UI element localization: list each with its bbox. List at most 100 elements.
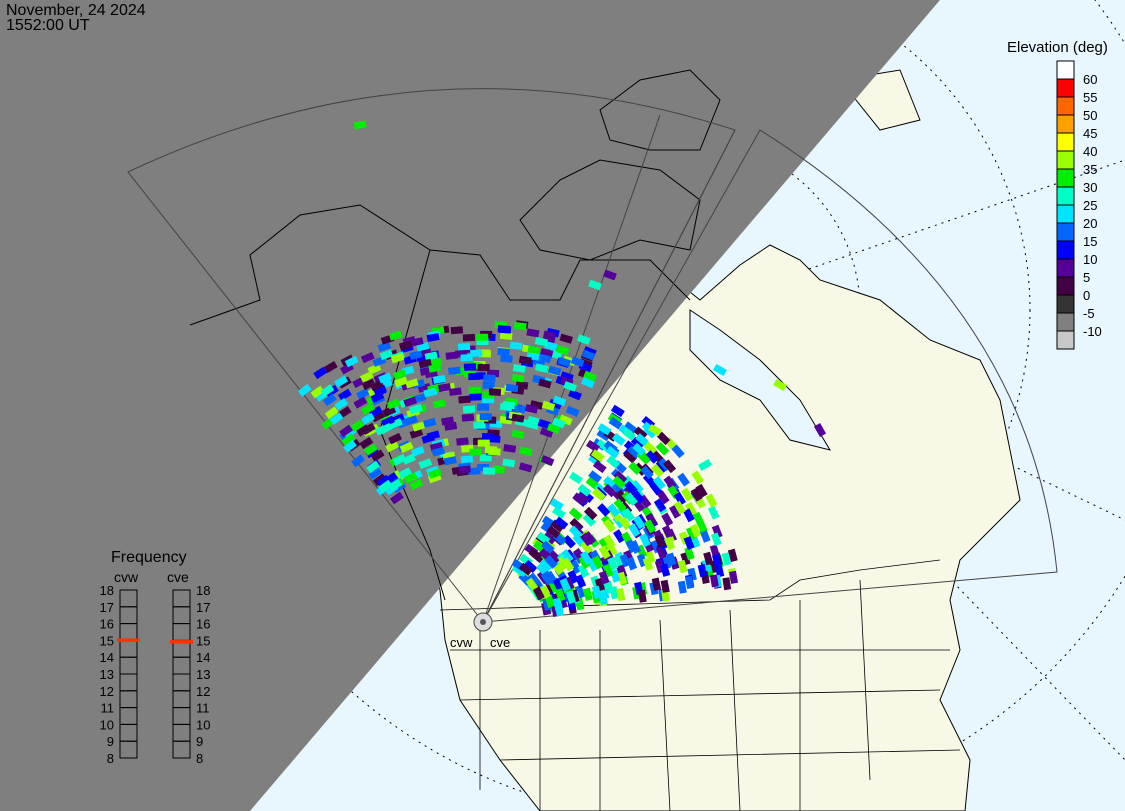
echo-cell <box>392 369 407 380</box>
echo-cell <box>469 448 482 456</box>
echo-cell <box>388 478 402 492</box>
echo-cell <box>410 445 425 457</box>
echo-cell <box>379 349 394 361</box>
colorbar-tick: 55 <box>1083 90 1097 105</box>
echo-cell <box>441 416 455 426</box>
echo-cell <box>607 556 619 571</box>
echo-cell <box>559 333 573 344</box>
echo-cell <box>580 550 593 565</box>
echo-cell <box>548 398 563 410</box>
colorbar-tick: 50 <box>1083 108 1097 123</box>
echo-cell <box>344 355 359 368</box>
echo-cell <box>483 374 496 382</box>
frequency-tick: 10 <box>196 717 210 732</box>
colorbar-bin <box>1056 96 1075 116</box>
echo-cell <box>677 472 690 487</box>
echo-cell <box>488 388 502 396</box>
echo-cell <box>403 396 417 407</box>
echo-cell <box>527 572 541 587</box>
echo-cell <box>449 387 462 396</box>
echo-cell <box>426 333 440 343</box>
echo-cell <box>492 465 505 474</box>
frequency-tick: 17 <box>100 600 114 615</box>
frequency-title: Frequency <box>111 549 187 566</box>
echo-cell <box>677 559 688 574</box>
colorbar-tick: 5 <box>1083 270 1090 285</box>
echo-cell <box>654 534 666 549</box>
echo-cell <box>554 603 564 617</box>
echo-cell <box>574 574 587 589</box>
echo-cell <box>359 436 374 450</box>
echo-cell <box>592 487 606 502</box>
frequency-tick: 14 <box>196 650 210 665</box>
echo-cell <box>334 375 349 388</box>
echo-cell <box>710 532 722 547</box>
colorbar-tick: 10 <box>1083 252 1097 267</box>
echo-cell <box>361 378 376 391</box>
colorbar-tick: 30 <box>1083 180 1097 195</box>
colorbar-tick: 40 <box>1083 144 1097 159</box>
colorbar-bin <box>1056 114 1075 134</box>
frequency-panel: cvw18171615141312111098cve18171615141312… <box>100 569 211 766</box>
echo-cell <box>562 534 576 549</box>
frequency-radar-label: cve <box>167 569 189 585</box>
echo-cell <box>696 519 708 533</box>
echo-cell <box>643 441 658 456</box>
echo-cell <box>547 365 562 376</box>
echo-cell <box>651 577 662 591</box>
echo-cell <box>613 498 627 513</box>
echo-cell <box>689 523 702 538</box>
echo-cell <box>389 418 403 430</box>
echo-cell <box>624 492 638 507</box>
echo-cell <box>460 455 474 464</box>
echo-cell <box>324 406 339 420</box>
echo-cell <box>542 330 557 341</box>
echo-cell <box>624 480 638 495</box>
frequency-tick: 16 <box>100 617 114 632</box>
echo-cell <box>445 351 459 360</box>
echo-cell <box>423 417 437 428</box>
echo-cell <box>310 385 325 399</box>
echo-cell <box>431 446 446 457</box>
echo-cell <box>378 479 393 493</box>
echo-cell <box>722 577 732 591</box>
echo-cell <box>469 393 482 401</box>
echo-cell <box>628 523 641 538</box>
echo-cell <box>588 470 602 484</box>
colorbar-tick: 20 <box>1083 216 1097 231</box>
echo-cell <box>323 361 338 374</box>
colorbar-bin <box>1056 78 1075 98</box>
frequency-tick: 18 <box>100 583 114 598</box>
echo-cell <box>390 352 405 364</box>
frequency-tick: 18 <box>196 583 210 598</box>
echo-cell <box>611 433 626 446</box>
echo-cell <box>537 418 552 430</box>
frequency-tick: 15 <box>100 633 114 648</box>
frequency-tick: 8 <box>107 751 114 766</box>
echo-cell <box>538 353 552 364</box>
echo-cell <box>773 378 787 392</box>
echo-cell <box>607 503 621 518</box>
echo-cell <box>644 519 657 534</box>
echo-cell <box>630 436 645 450</box>
echo-cell <box>555 345 570 356</box>
echo-cell <box>628 461 642 476</box>
echo-cell <box>386 398 401 410</box>
echo-cell <box>385 440 400 453</box>
echo-cell <box>578 555 591 569</box>
echo-cell <box>534 337 548 347</box>
colorbar-bin <box>1056 150 1075 170</box>
echo-cell <box>482 467 496 475</box>
echo-cell <box>582 513 596 527</box>
echo-cell <box>565 405 580 417</box>
echo-cell <box>297 383 312 397</box>
echo-cell <box>652 476 666 490</box>
colorbar-bin <box>1056 204 1075 224</box>
echo-cell <box>563 381 577 392</box>
echo-cell <box>640 465 654 480</box>
echo-cell <box>546 525 561 539</box>
echo-cell <box>341 433 356 447</box>
echo-cell <box>569 560 582 574</box>
echo-cell <box>683 508 695 523</box>
